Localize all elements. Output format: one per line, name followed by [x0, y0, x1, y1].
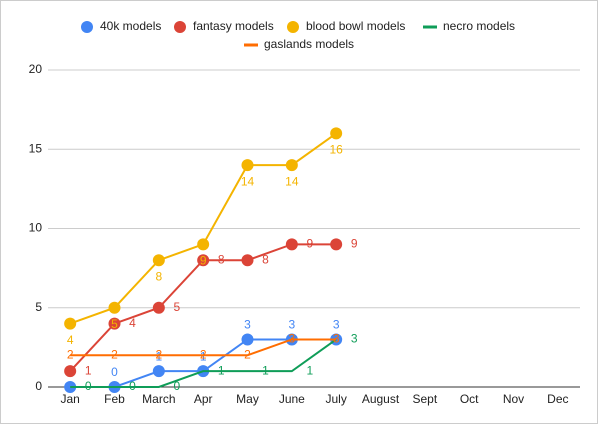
data-label: 3: [244, 318, 251, 332]
point: [152, 365, 165, 378]
x-tick-label: Sept: [412, 392, 437, 406]
x-tick-label: Dec: [547, 392, 568, 406]
point: [64, 317, 77, 330]
point: [285, 238, 298, 251]
x-tick-label: June: [279, 392, 305, 406]
y-tick-label: 10: [29, 221, 43, 235]
data-label: 0: [111, 365, 118, 379]
data-label: 3: [288, 318, 295, 332]
x-tick-label: Nov: [503, 392, 524, 406]
data-label: 2: [200, 347, 207, 361]
point: [241, 159, 254, 172]
y-tick-label: 20: [29, 62, 43, 76]
data-label: 1: [218, 363, 225, 377]
data-label: 14: [285, 174, 299, 188]
point: [197, 238, 210, 251]
point: [241, 333, 254, 346]
legend-marker: [174, 21, 186, 33]
series-line: [70, 338, 337, 357]
data-label: 8: [218, 252, 225, 266]
data-label: 8: [262, 252, 269, 266]
data-label: 1: [85, 363, 92, 377]
data-label: 5: [111, 317, 118, 331]
x-tick-label: August: [362, 392, 400, 406]
point: [152, 301, 165, 314]
data-label: 14: [241, 174, 255, 188]
point: [330, 127, 343, 140]
point: [64, 365, 77, 378]
data-label: 8: [155, 269, 162, 283]
data-label: 0: [129, 379, 136, 393]
y-tick-label: 0: [35, 379, 42, 393]
data-label: 0: [85, 379, 92, 393]
data-label: 16: [329, 143, 343, 157]
data-label: 3: [288, 332, 295, 346]
x-tick-label: Apr: [194, 392, 213, 406]
y-tick-label: 5: [35, 300, 42, 314]
data-label: 5: [173, 300, 180, 314]
x-tick-label: July: [325, 392, 346, 406]
series-line: [70, 338, 337, 388]
legend-label: gaslands models: [264, 37, 354, 51]
data-label: 9: [200, 254, 207, 268]
x-tick-label: Oct: [460, 392, 479, 406]
data-label: 4: [129, 316, 136, 330]
data-label: 9: [306, 237, 313, 251]
legend-label: 40k models: [100, 19, 161, 33]
x-tick-label: Feb: [104, 392, 125, 406]
legend-marker: [81, 21, 93, 33]
y-tick-label: 15: [29, 141, 43, 155]
point: [108, 301, 121, 314]
point: [152, 254, 165, 267]
data-label: 3: [333, 332, 340, 346]
data-label: 2: [67, 347, 74, 361]
data-label: 2: [111, 347, 118, 361]
x-tick-label: May: [236, 392, 259, 406]
legend-label: fantasy models: [193, 19, 274, 33]
data-label: 2: [155, 347, 162, 361]
data-label: 3: [333, 318, 340, 332]
data-label: 1: [306, 363, 313, 377]
data-label: 4: [67, 333, 74, 347]
point: [108, 317, 121, 330]
point: [285, 159, 298, 172]
legend-marker: [287, 21, 299, 33]
data-label: 1: [262, 363, 269, 377]
x-tick-label: Jan: [60, 392, 79, 406]
point: [330, 238, 343, 251]
data-label: 1: [155, 349, 162, 363]
legend-label: necro models: [443, 19, 515, 33]
x-tick-label: March: [142, 392, 175, 406]
data-label: 9: [351, 237, 358, 251]
data-label: 2: [244, 347, 251, 361]
data-label: 3: [351, 332, 358, 346]
data-label: 1: [200, 349, 207, 363]
point: [197, 254, 210, 267]
legend-label: blood bowl models: [306, 19, 405, 33]
point: [241, 254, 254, 267]
data-label: 0: [173, 379, 180, 393]
